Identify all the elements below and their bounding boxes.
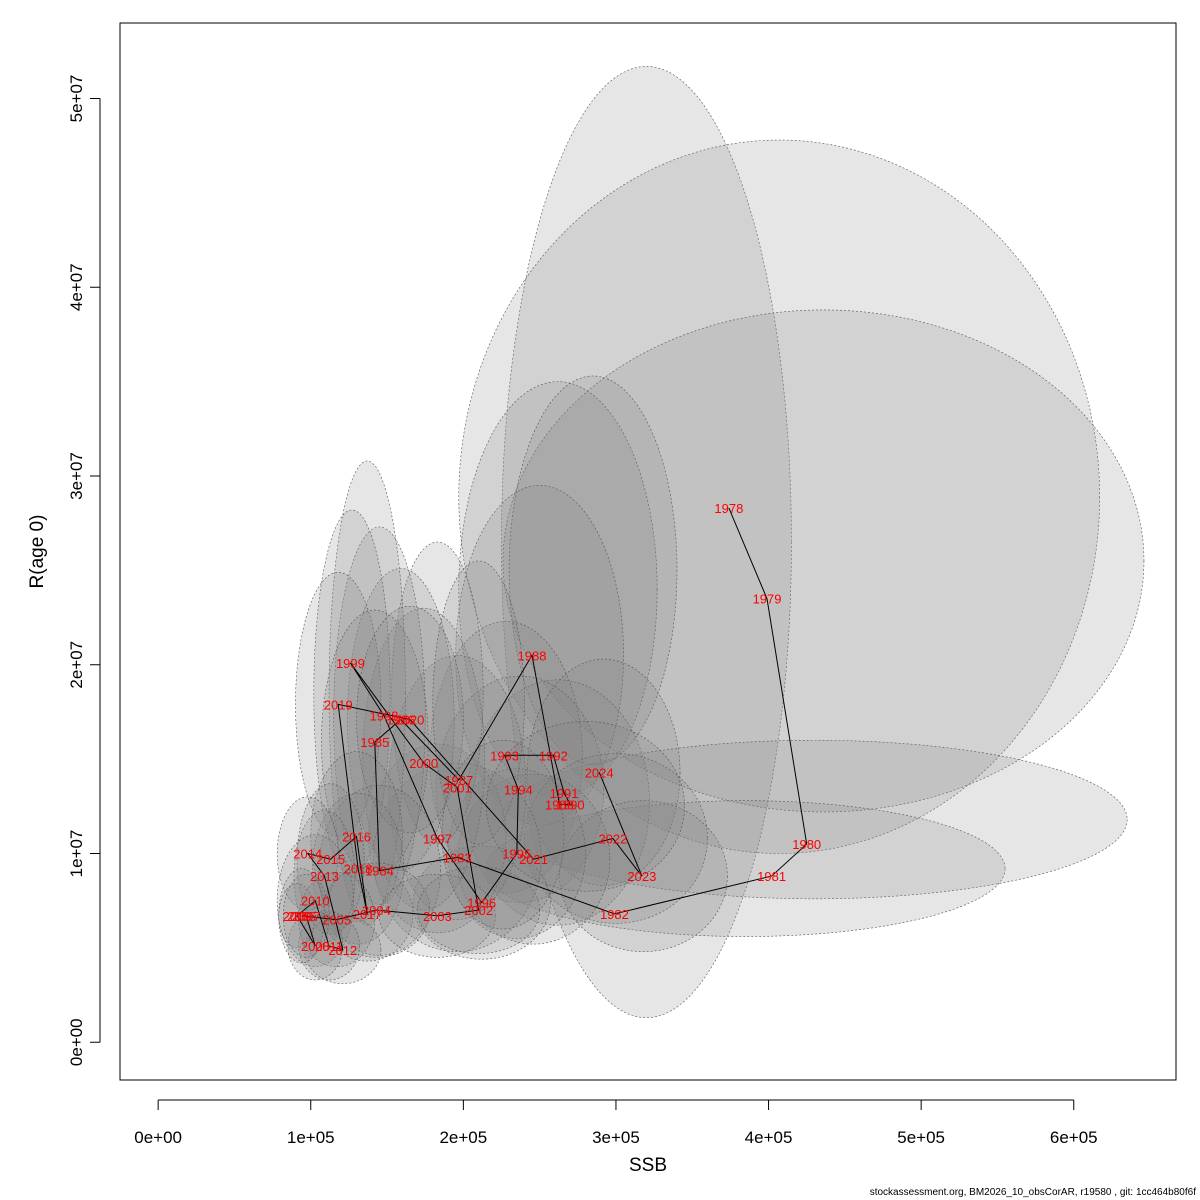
year-label-2012: 2012 — [328, 943, 357, 958]
confidence-ellipse — [333, 526, 426, 905]
year-label-2021: 2021 — [519, 852, 548, 867]
year-label-1994: 1994 — [504, 782, 533, 797]
year-label-2005: 2005 — [322, 913, 351, 928]
year-label-2020: 2020 — [395, 712, 424, 727]
y-tick-label: 5e+07 — [67, 75, 86, 123]
confidence-ellipse — [502, 309, 1145, 813]
confidence-ellipse — [559, 800, 728, 952]
confidence-ellipse — [429, 621, 583, 894]
confidence-ellipse — [501, 66, 792, 1019]
x-axis-title: SSB — [629, 1155, 667, 1176]
confidence-ellipse — [391, 541, 484, 845]
x-tick-label: 0e+00 — [134, 1128, 182, 1147]
year-label-2007: 2007 — [292, 909, 321, 924]
confidence-ellipse — [432, 560, 525, 845]
y-tick-label: 4e+07 — [67, 263, 86, 311]
year-label-2001: 2001 — [443, 780, 472, 795]
trajectory-line — [296, 507, 808, 951]
year-label-1979: 1979 — [753, 592, 782, 607]
y-tick-label: 0e+00 — [67, 1018, 86, 1066]
y-tick-label: 3e+07 — [67, 452, 86, 500]
year-label-2024: 2024 — [585, 765, 614, 780]
year-label-1980: 1980 — [792, 837, 821, 852]
year-label-1998: 1998 — [370, 709, 399, 724]
year-label-2019: 2019 — [324, 697, 353, 712]
year-label-1988: 1988 — [518, 648, 547, 663]
year-label-1983: 1983 — [443, 850, 472, 865]
year-label-1978: 1978 — [714, 501, 743, 516]
year-labels: 1978 1979 1980 1981 1982 1983 1984 1985 1986 1987… — [283, 501, 822, 958]
year-label-2006: 2006 — [287, 909, 316, 924]
y-tick-label: 2e+07 — [67, 641, 86, 689]
confidence-ellipse — [328, 460, 406, 926]
year-label-1996: 1996 — [467, 896, 496, 911]
trajectory-path — [296, 507, 808, 951]
year-label-2003: 2003 — [423, 909, 452, 924]
confidence-ellipse — [441, 739, 565, 930]
year-label-1991: 1991 — [550, 786, 579, 801]
x-tick-label: 2e+05 — [439, 1128, 487, 1147]
year-label-2002: 2002 — [464, 903, 493, 918]
year-label-1999: 1999 — [336, 656, 365, 671]
year-label-1981: 1981 — [757, 869, 786, 884]
x-tick-label: 3e+05 — [592, 1128, 640, 1147]
confidence-ellipse — [362, 607, 486, 911]
year-label-1993: 1993 — [490, 748, 519, 763]
year-label-1997: 1997 — [423, 831, 452, 846]
confidence-ellipse — [435, 675, 605, 903]
year-label-1984: 1984 — [365, 863, 394, 878]
year-label-1990: 1990 — [556, 797, 585, 812]
year-label-1986: 1986 — [386, 712, 415, 727]
year-label-2018: 2018 — [344, 862, 373, 877]
y-axis-title: R(age 0) — [27, 515, 48, 589]
year-label-1995: 1995 — [502, 847, 531, 862]
plot-frame — [119, 22, 1177, 1081]
y-tick-label: 1e+07 — [67, 830, 86, 878]
year-label-2013: 2013 — [310, 869, 339, 884]
y-axis: 0e+00 1e+07 2e+07 3e+07 4e+07 5e+07 — [67, 75, 101, 1066]
year-label-2009: 2009 — [283, 909, 312, 924]
footer-credit: stockassessment.org, BM2026_10_obsCorAR,… — [869, 1187, 1196, 1198]
year-label-2008: 2008 — [301, 939, 330, 954]
confidence-ellipse — [485, 800, 1006, 937]
year-label-2014: 2014 — [293, 847, 322, 862]
year-label-1987: 1987 — [444, 773, 473, 788]
year-label-2016: 2016 — [342, 830, 371, 845]
x-tick-label: 1e+05 — [287, 1128, 335, 1147]
year-label-1982: 1982 — [600, 907, 629, 922]
confidence-ellipse — [458, 139, 1100, 854]
confidence-ellipse — [508, 375, 678, 766]
confidence-ellipse — [524, 753, 708, 924]
year-label-2004: 2004 — [362, 903, 391, 918]
confidence-ellipse — [455, 485, 624, 826]
year-label-2017: 2017 — [353, 907, 382, 922]
year-label-1985: 1985 — [360, 735, 389, 750]
year-label-2022: 2022 — [598, 831, 627, 846]
x-tick-label: 6e+05 — [1050, 1128, 1098, 1147]
year-label-2011: 2011 — [315, 939, 343, 954]
confidence-ellipse — [485, 721, 685, 892]
year-label-2010: 2010 — [301, 894, 330, 909]
year-label-2000: 2000 — [409, 756, 438, 771]
year-label-2023: 2023 — [627, 869, 656, 884]
x-axis: 0e+00 1e+05 2e+05 3e+05 4e+05 5e+05 6e+05 — [134, 1099, 1098, 1147]
x-tick-label: 4e+05 — [745, 1128, 793, 1147]
x-tick-label: 5e+05 — [897, 1128, 945, 1147]
confidence-ellipse — [501, 739, 1128, 900]
confidence-ellipses — [276, 66, 1145, 1019]
year-label-1989: 1989 — [545, 797, 574, 812]
confidence-ellipse — [527, 658, 681, 886]
year-label-1992: 1992 — [539, 748, 568, 763]
year-label-2015: 2015 — [316, 852, 345, 867]
